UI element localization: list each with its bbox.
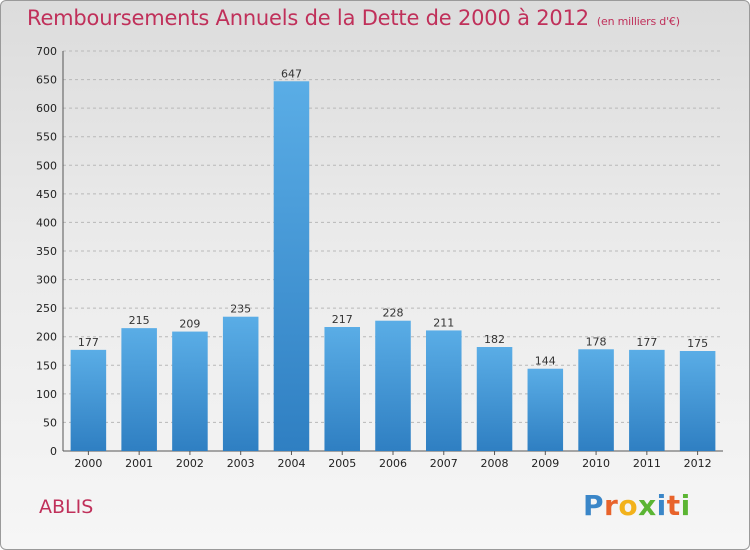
x-tick-label: 2009 [531,457,559,470]
bar [426,330,462,451]
bar [273,81,310,452]
bar [70,349,107,451]
bar-value-label: 175 [687,337,708,350]
x-tick-label: 2003 [227,457,255,470]
commune-name: ABLIS [39,496,94,518]
bar-value-label: 178 [586,335,607,348]
bar [121,328,157,451]
proxiti-logo: Proxiti [583,489,691,522]
y-tick-label: 400 [36,216,57,229]
x-tick-label: 2011 [633,457,661,470]
x-tick-label: 2000 [74,457,102,470]
x-tick-label: 2010 [582,457,610,470]
bar [172,331,208,451]
bar [578,349,614,451]
bar-value-label: 209 [179,318,200,331]
y-tick-label: 500 [36,159,57,172]
y-tick-label: 0 [50,445,57,458]
logo-letter: t [666,489,681,522]
bar [679,351,716,451]
x-tick-label: 2001 [125,457,153,470]
bar [375,320,411,451]
logo-letter: i [656,489,667,522]
y-tick-label: 250 [36,302,57,315]
x-tick-label: 2012 [684,457,712,470]
logo-letter: r [604,489,619,522]
y-tick-label: 700 [36,45,57,58]
x-tick-label: 2004 [277,457,305,470]
y-tick-label: 200 [36,331,57,344]
y-tick-label: 50 [43,416,57,429]
bar-value-label: 217 [332,313,353,326]
bar [222,316,259,451]
bar-value-label: 215 [129,314,150,327]
bar-value-label: 211 [433,316,454,329]
x-tick-label: 2006 [379,457,407,470]
chart-title-text: Remboursements Annuels de la Dette de 20… [27,6,589,30]
bar [527,368,564,451]
bar-value-label: 235 [230,303,251,316]
bar [629,349,665,451]
logo-letter: i [680,489,691,522]
chart-unit-label: (en milliers d'€) [596,15,680,28]
bar [476,347,513,451]
y-tick-label: 450 [36,188,57,201]
bar-value-label: 177 [636,336,657,349]
bar-value-label: 144 [535,355,556,368]
labels: 0 50 100 150 200 250 300 350 400 450 500 550 600 650 7… [36,45,712,470]
logo-letter: x [638,489,657,522]
y-tick-label: 300 [36,274,57,287]
logo-letter: o [618,489,639,522]
bar-value-label: 228 [383,307,404,320]
y-tick-label: 600 [36,102,57,115]
y-tick-label: 100 [36,388,57,401]
y-tick-label: 550 [36,131,57,144]
x-tick-label: 2007 [430,457,458,470]
bar-value-label: 182 [484,333,505,346]
logo-letter: P [583,489,605,522]
y-tick-label: 350 [36,245,57,258]
x-tick-label: 2008 [481,457,509,470]
y-tick-label: 650 [36,74,57,87]
y-tick-label: 150 [36,359,57,372]
bar-value-label: 177 [78,336,99,349]
x-tick-label: 2002 [176,457,204,470]
chart-title: Remboursements Annuels de la Dette de 20… [27,6,680,30]
x-tick-label: 2005 [328,457,356,470]
bar [324,327,360,451]
bars [70,81,716,452]
bar-value-label: 647 [281,67,302,80]
